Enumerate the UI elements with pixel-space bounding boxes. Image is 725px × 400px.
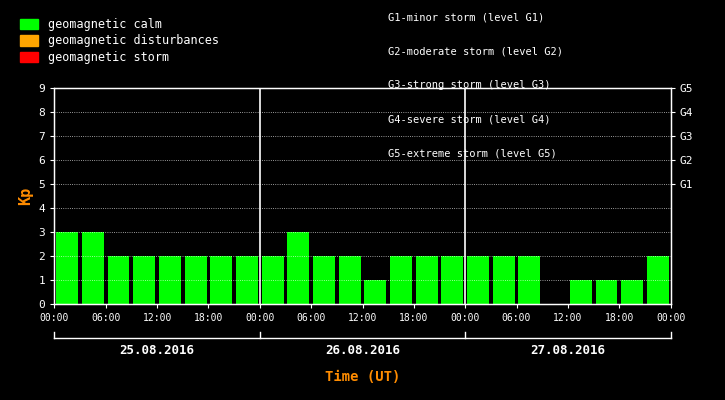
Bar — [133, 256, 155, 304]
Bar — [390, 256, 412, 304]
Bar — [518, 256, 540, 304]
Text: Time (UT): Time (UT) — [325, 370, 400, 384]
Bar — [415, 256, 438, 304]
Bar — [185, 256, 207, 304]
Text: G1-minor storm (level G1): G1-minor storm (level G1) — [388, 12, 544, 22]
Bar — [647, 256, 668, 304]
Bar — [210, 256, 232, 304]
Bar — [570, 280, 592, 304]
Bar — [467, 256, 489, 304]
Bar — [442, 256, 463, 304]
Bar — [621, 280, 643, 304]
Bar — [287, 232, 310, 304]
Text: 25.08.2016: 25.08.2016 — [120, 344, 194, 357]
Bar — [493, 256, 515, 304]
Bar — [159, 256, 181, 304]
Bar — [107, 256, 130, 304]
Bar — [236, 256, 258, 304]
Bar — [82, 232, 104, 304]
Text: 27.08.2016: 27.08.2016 — [531, 344, 605, 357]
Bar — [339, 256, 360, 304]
Text: G5-extreme storm (level G5): G5-extreme storm (level G5) — [388, 148, 557, 158]
Legend: geomagnetic calm, geomagnetic disturbances, geomagnetic storm: geomagnetic calm, geomagnetic disturbanc… — [20, 18, 218, 64]
Bar — [313, 256, 335, 304]
Bar — [595, 280, 618, 304]
Text: G2-moderate storm (level G2): G2-moderate storm (level G2) — [388, 46, 563, 56]
Bar — [262, 256, 283, 304]
Text: 26.08.2016: 26.08.2016 — [325, 344, 400, 357]
Text: G4-severe storm (level G4): G4-severe storm (level G4) — [388, 114, 550, 124]
Bar — [365, 280, 386, 304]
Y-axis label: Kp: Kp — [18, 187, 33, 205]
Text: G3-strong storm (level G3): G3-strong storm (level G3) — [388, 80, 550, 90]
Bar — [57, 232, 78, 304]
